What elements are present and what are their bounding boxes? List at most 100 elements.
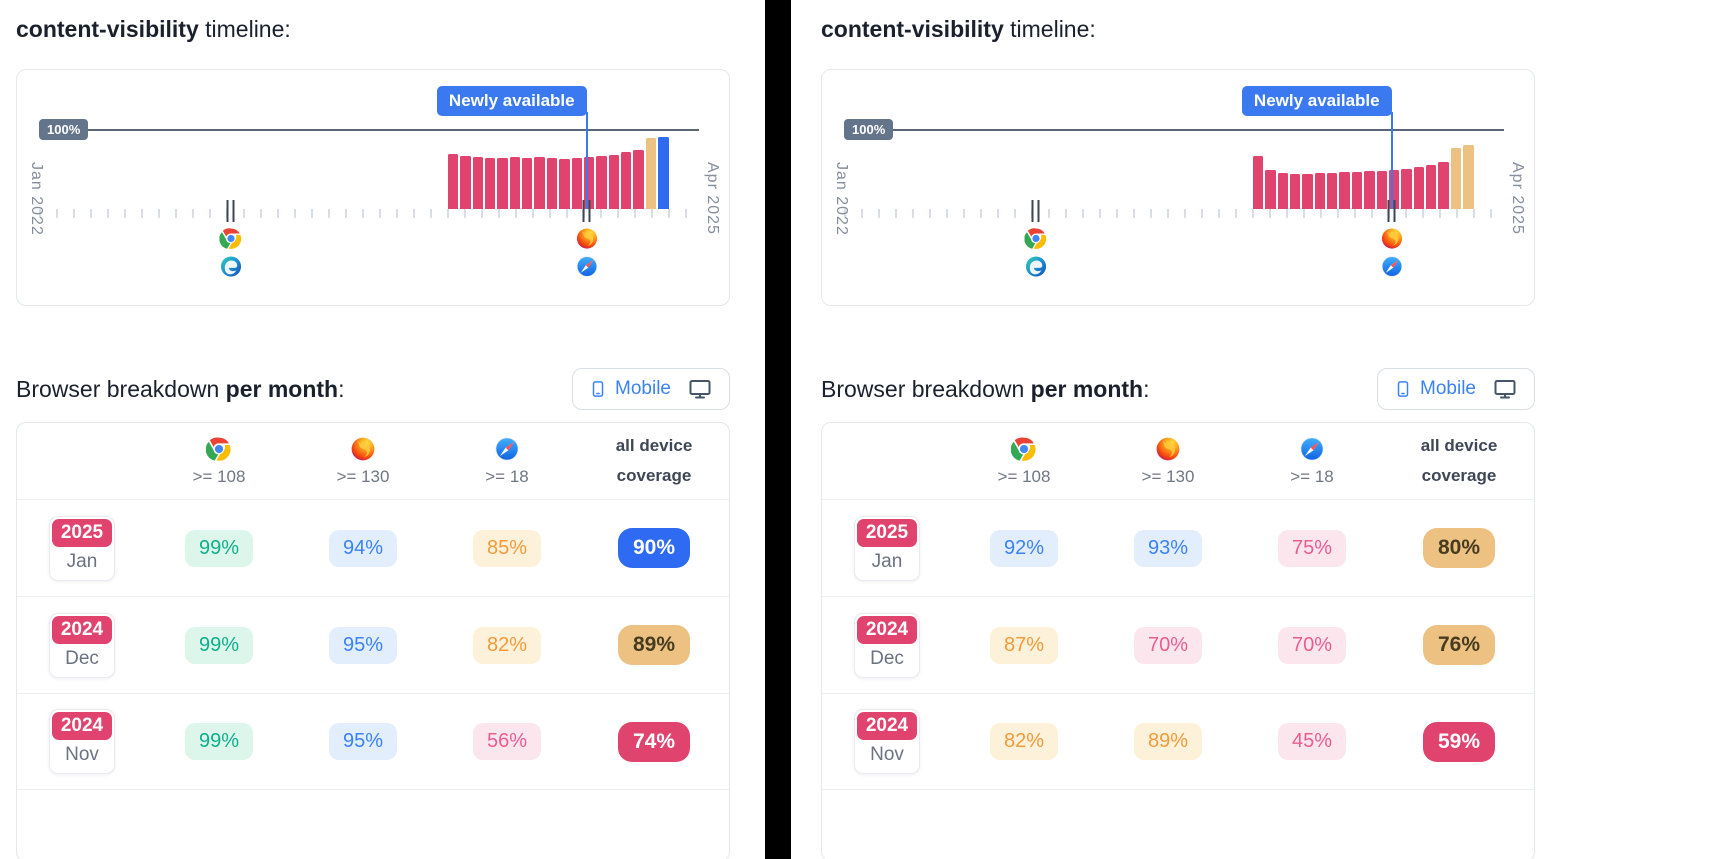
chrome-usage-badge: 87%	[989, 626, 1059, 664]
safari-version: >= 18	[485, 466, 529, 486]
safari-version: >= 18	[1290, 466, 1334, 486]
timeline-title: content-visibility timeline:	[821, 16, 1096, 42]
month-label: Jan	[66, 550, 98, 572]
timeline-bar	[1339, 172, 1350, 209]
timeline-chart: Newly available 100% Jan 2022 Apr 2025	[822, 70, 1534, 305]
firefox-icon	[575, 227, 598, 250]
axis-end-label: Apr 2025	[704, 162, 721, 235]
year-month-badge: 2024 Nov	[49, 709, 115, 774]
monitor-icon	[1492, 377, 1518, 401]
mobile-toggle-button[interactable]: Mobile	[583, 376, 677, 402]
newly-available-badge: Newly available	[436, 86, 587, 116]
marker-chrome-edge	[219, 200, 242, 278]
timeline-bar	[484, 157, 496, 209]
month-label: Dec	[870, 647, 904, 669]
month-label: Dec	[65, 647, 99, 669]
year-month-badge: 2025 Jan	[854, 515, 920, 581]
panel-left: content-visibility timeline: Newly avail…	[0, 0, 765, 859]
chrome-icon	[1011, 436, 1037, 462]
firefox-version: >= 130	[1141, 466, 1195, 486]
timeline-bar	[497, 157, 508, 209]
timeline-bar	[583, 157, 595, 209]
table-header-row: >= 108 >= 130 >= 18 all device coverage	[822, 423, 1534, 499]
table-row: 2025 Jan 92% 93% 75% 80%	[822, 499, 1534, 596]
table-header-row: >= 108 >= 130 >= 18 all device coverage	[17, 423, 729, 499]
month-label: Jan	[871, 550, 903, 572]
timeline-bar	[447, 153, 459, 209]
year-label: 2025	[52, 518, 112, 547]
safari-usage-badge: 45%	[1277, 723, 1347, 760]
hundred-percent-line	[844, 129, 1504, 131]
timeline-bar	[596, 156, 607, 209]
hundred-percent-label: 100%	[39, 119, 89, 140]
timeline-bar	[621, 152, 632, 209]
timeline-bar	[571, 157, 582, 209]
marker-lines	[226, 200, 235, 222]
timeline-bar	[509, 157, 520, 209]
year-label: 2024	[857, 615, 917, 644]
axis-ticks	[844, 209, 1504, 218]
timeline-bar	[1289, 173, 1301, 209]
hundred-percent-line	[39, 129, 699, 131]
hundred-percent-label: 100%	[844, 119, 894, 140]
timeline-bar	[460, 156, 471, 209]
timeline-chart: Newly available 100% Jan 2022 Apr 2025	[17, 70, 729, 305]
timeline-bar	[1438, 161, 1449, 209]
chrome-version: >= 108	[192, 466, 246, 486]
timeline-bar	[658, 137, 669, 209]
chrome-icon	[206, 436, 232, 462]
coverage-badge: 89%	[617, 625, 691, 665]
chrome-usage-badge: 99%	[184, 529, 254, 567]
axis-start-label: Jan 2022	[833, 162, 850, 236]
phone-icon	[589, 378, 607, 400]
timeline-bar	[1364, 171, 1375, 209]
timeline-bar	[1265, 169, 1276, 209]
chrome-version: >= 108	[997, 466, 1051, 486]
firefox-usage-badge: 94%	[328, 529, 398, 567]
firefox-usage-badge: 95%	[328, 723, 398, 760]
firefox-icon	[350, 436, 376, 462]
timeline-bar	[1450, 148, 1462, 209]
column-coverage: all device coverage	[1420, 435, 1498, 485]
phone-icon	[1394, 378, 1412, 400]
firefox-version: >= 130	[336, 466, 390, 486]
firefox-usage-badge: 93%	[1133, 529, 1203, 567]
chrome-usage-badge: 82%	[989, 723, 1059, 760]
year-label: 2024	[52, 615, 112, 644]
timeline-bar	[1314, 173, 1325, 209]
column-firefox: >= 130	[1096, 436, 1240, 487]
timeline-bar	[608, 154, 619, 209]
year-label: 2025	[857, 518, 917, 547]
timeline-bars	[447, 129, 669, 209]
black-divider	[765, 0, 791, 859]
desktop-toggle-button[interactable]	[681, 375, 719, 403]
timeline-bar	[1376, 170, 1387, 209]
safari-usage-badge: 70%	[1277, 626, 1347, 664]
timeline-bar	[1302, 173, 1313, 209]
chrome-usage-badge: 92%	[989, 529, 1059, 567]
table-row: 2024 Dec 87% 70% 70% 76%	[822, 596, 1534, 693]
desktop-toggle-button[interactable]	[1486, 375, 1524, 403]
column-firefox: >= 130	[291, 436, 435, 487]
mobile-toggle-button[interactable]: Mobile	[1388, 376, 1482, 402]
month-label: Nov	[65, 744, 99, 765]
timeline-bar	[559, 158, 570, 209]
timeline-bar	[534, 157, 545, 209]
breakdown-table: >= 108 >= 130 >= 18 all device coverage …	[16, 422, 730, 859]
table-row: 2025 Jan 99% 94% 85% 90%	[17, 499, 729, 596]
device-toggle: Mobile	[1377, 368, 1535, 410]
table-row: 2024 Nov 82% 89% 45% 59%	[822, 693, 1534, 790]
mobile-toggle-label: Mobile	[1420, 378, 1476, 399]
marker-lines	[1031, 200, 1040, 222]
timeline-title: content-visibility timeline:	[16, 16, 291, 42]
edge-icon	[1024, 255, 1047, 278]
safari-icon	[1380, 255, 1403, 278]
timeline-bar	[1351, 172, 1363, 209]
feature-name: content-visibility	[16, 16, 199, 42]
coverage-badge: 76%	[1422, 625, 1496, 665]
coverage-badge: 74%	[617, 721, 691, 762]
chrome-icon	[1024, 227, 1047, 250]
marker-lines	[582, 200, 591, 222]
timeline-card: Newly available 100% Jan 2022 Apr 2025	[16, 69, 730, 306]
column-safari: >= 18	[1240, 436, 1384, 487]
